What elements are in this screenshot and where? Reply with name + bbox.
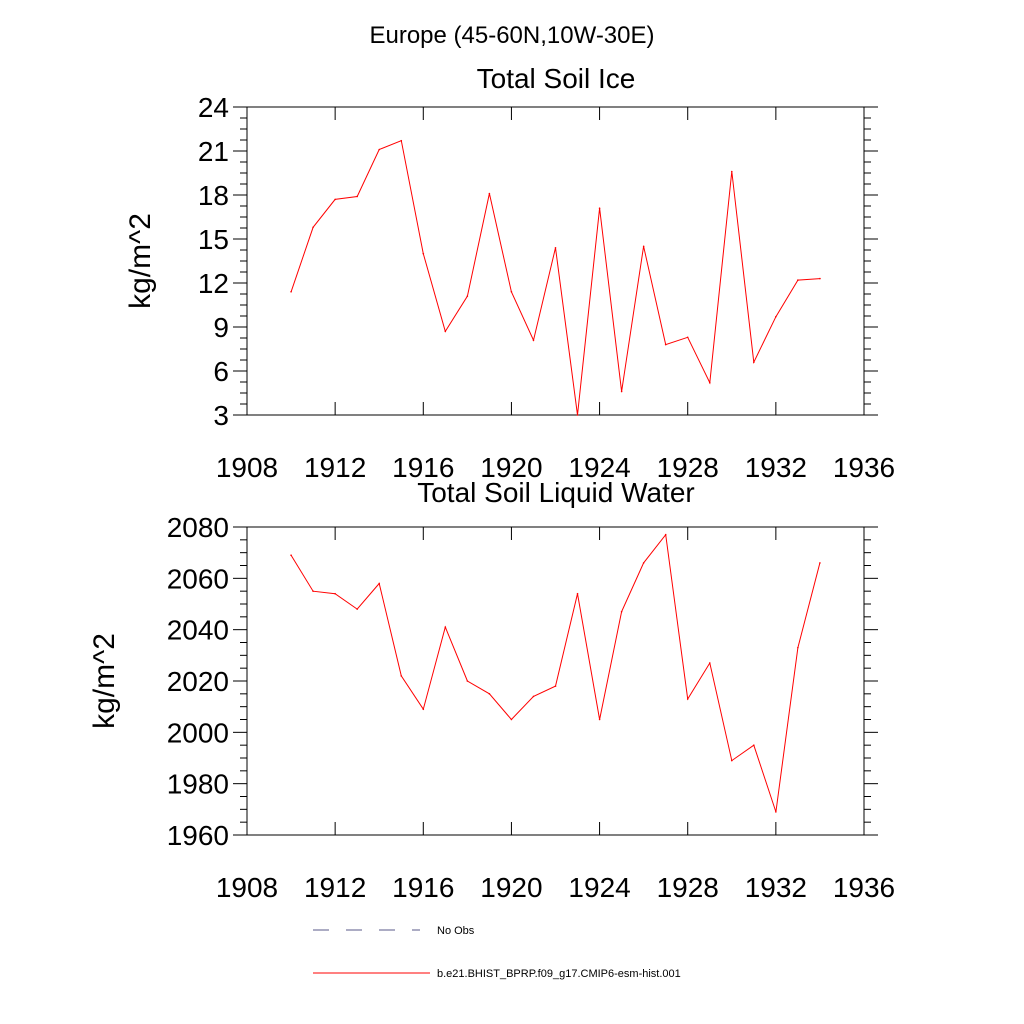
y-tick-label: 2020 <box>167 666 229 697</box>
data-point <box>378 582 381 585</box>
data-point <box>775 315 777 318</box>
y-tick-label: 21 <box>198 136 229 167</box>
data-point <box>730 170 733 173</box>
x-tick-label: 1928 <box>657 872 719 903</box>
data-point <box>312 590 314 592</box>
y-tick-label: 1960 <box>167 820 229 851</box>
y-tick-label: 15 <box>198 224 229 255</box>
x-tick-label: 1924 <box>568 452 630 483</box>
data-point <box>488 192 491 195</box>
data-point <box>554 685 557 687</box>
y-tick-label: 2000 <box>167 717 229 748</box>
data-point <box>686 698 689 700</box>
data-point <box>664 343 667 346</box>
data-point <box>444 626 447 628</box>
data-point <box>620 390 623 393</box>
legend-item-no-obs: No Obs <box>313 925 475 937</box>
y-tick-label: 12 <box>198 268 229 299</box>
data-point <box>466 680 469 682</box>
data-point <box>598 207 601 209</box>
data-point <box>444 330 447 333</box>
x-tick-label: 1936 <box>833 452 895 483</box>
x-tick-label: 1908 <box>216 452 278 483</box>
data-point <box>775 811 777 813</box>
chart-panel-total-soil-ice: Total Soil Ice kg/m^2 1908 1912 1916 1920 19… <box>124 63 895 483</box>
x-tick-label: 1908 <box>216 872 278 903</box>
data-point <box>554 247 557 249</box>
x-tick-label: 1912 <box>304 872 366 903</box>
data-point <box>356 195 358 198</box>
x-tick-label: 1912 <box>304 452 366 483</box>
data-point <box>664 533 667 536</box>
figure-suptitle: Europe (45-60N,10W-30E) <box>369 22 654 49</box>
y-tick-label: 18 <box>198 180 229 211</box>
data-point <box>708 381 711 384</box>
data-point <box>708 662 711 664</box>
data-point <box>819 562 821 564</box>
legend-item-model-run: b.e21.BHIST_BPRP.f09_g17.CMIP6-esm-hist.… <box>313 968 681 980</box>
data-point <box>422 252 425 255</box>
data-point <box>532 695 535 698</box>
data-point <box>466 295 469 298</box>
data-point <box>334 198 336 201</box>
data-point <box>797 279 799 281</box>
data-point <box>422 708 425 711</box>
data-point <box>510 718 513 721</box>
data-point <box>642 562 645 564</box>
legend: No Obs b.e21.BHIST_BPRP.f09_g17.CMIP6-es… <box>313 925 681 980</box>
y-tick-label: 9 <box>213 312 229 343</box>
y-tick-label: 1980 <box>167 769 229 800</box>
x-tick-label: 1920 <box>480 872 542 903</box>
chart-title: Total Soil Ice <box>477 63 636 94</box>
x-tick-label: 1928 <box>657 452 719 483</box>
chart-title: Total Soil Liquid Water <box>417 477 695 508</box>
x-tick-label: 1916 <box>392 452 454 483</box>
legend-label: b.e21.BHIST_BPRP.f09_g17.CMIP6-esm-hist.… <box>437 968 681 980</box>
data-point <box>620 610 623 613</box>
data-point <box>488 693 491 695</box>
y-tick-label: 24 <box>198 92 229 123</box>
data-point <box>378 148 381 151</box>
data-point <box>686 336 689 339</box>
data-point <box>642 245 645 248</box>
series-line <box>290 533 821 813</box>
data-point <box>598 718 601 721</box>
plot-frame <box>246 526 865 836</box>
data-point <box>334 592 336 595</box>
x-tick-label: 1920 <box>480 452 542 483</box>
data-point <box>510 291 513 293</box>
y-tick-label: 2060 <box>167 563 229 594</box>
data-point <box>730 759 733 762</box>
data-point <box>532 339 535 342</box>
y-axis-label: kg/m^2 <box>88 633 121 729</box>
y-tick-label: 6 <box>213 356 229 387</box>
data-point <box>797 646 799 649</box>
data-point <box>312 226 314 229</box>
data-point <box>290 554 292 557</box>
data-point <box>576 414 579 416</box>
data-point <box>356 608 358 610</box>
data-point <box>819 277 821 280</box>
plot-frame <box>246 106 865 416</box>
x-tick-label: 1936 <box>833 872 895 903</box>
chart-panel-total-soil-liquid-water: Total Soil Liquid Water kg/m^2 1908 1912 1… <box>88 477 895 903</box>
data-point <box>576 592 579 595</box>
y-tick-label: 3 <box>213 400 229 431</box>
x-tick-label: 1932 <box>745 452 807 483</box>
data-point <box>400 139 403 142</box>
y-axis-label: kg/m^2 <box>124 213 157 309</box>
y-tick-label: 2040 <box>167 615 229 646</box>
data-point <box>400 675 403 677</box>
data-point <box>290 291 292 293</box>
y-tick-label: 2080 <box>167 512 229 543</box>
x-tick-label: 1924 <box>568 872 630 903</box>
legend-label: No Obs <box>437 925 475 937</box>
data-point <box>753 744 755 746</box>
series-line <box>290 140 820 416</box>
x-tick-label: 1916 <box>392 872 454 903</box>
x-tick-label: 1932 <box>745 872 807 903</box>
data-point <box>753 361 755 364</box>
